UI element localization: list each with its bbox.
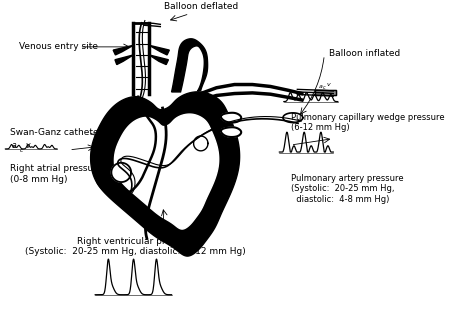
Polygon shape [221, 127, 241, 137]
Polygon shape [315, 90, 336, 96]
Polygon shape [149, 55, 168, 65]
Polygon shape [221, 113, 241, 123]
Text: Venous entry site: Venous entry site [19, 42, 98, 52]
Text: a: a [12, 141, 17, 150]
Text: c: c [20, 148, 24, 153]
Polygon shape [149, 45, 169, 55]
Text: Pulmonary capillary wedge pressure
(6-12 mm Hg): Pulmonary capillary wedge pressure (6-12… [291, 113, 444, 132]
Text: Balloon deflated: Balloon deflated [164, 3, 238, 11]
Text: Right ventricular pressure
(Systolic:  20-25 mm Hg, diastolic:  6-12 mm Hg): Right ventricular pressure (Systolic: 20… [25, 237, 246, 256]
Text: c: c [323, 85, 326, 90]
Polygon shape [172, 39, 208, 92]
Polygon shape [91, 92, 240, 256]
Polygon shape [113, 45, 133, 55]
Polygon shape [115, 55, 133, 65]
Text: Pulmonary artery pressure
(Systolic:  20-25 mm Hg,
  diastolic:  4-8 mm Hg): Pulmonary artery pressure (Systolic: 20-… [291, 174, 403, 204]
Polygon shape [114, 114, 219, 229]
Polygon shape [193, 136, 208, 151]
Polygon shape [111, 163, 131, 182]
Text: Balloon inflated: Balloon inflated [329, 49, 400, 58]
Text: a: a [319, 84, 323, 89]
Text: v: v [327, 82, 331, 87]
Text: Swan-Ganz catheter: Swan-Ganz catheter [10, 128, 102, 137]
Text: Right atrial pressure
(0-8 mm Hg): Right atrial pressure (0-8 mm Hg) [10, 164, 102, 184]
Text: v: v [26, 141, 30, 150]
